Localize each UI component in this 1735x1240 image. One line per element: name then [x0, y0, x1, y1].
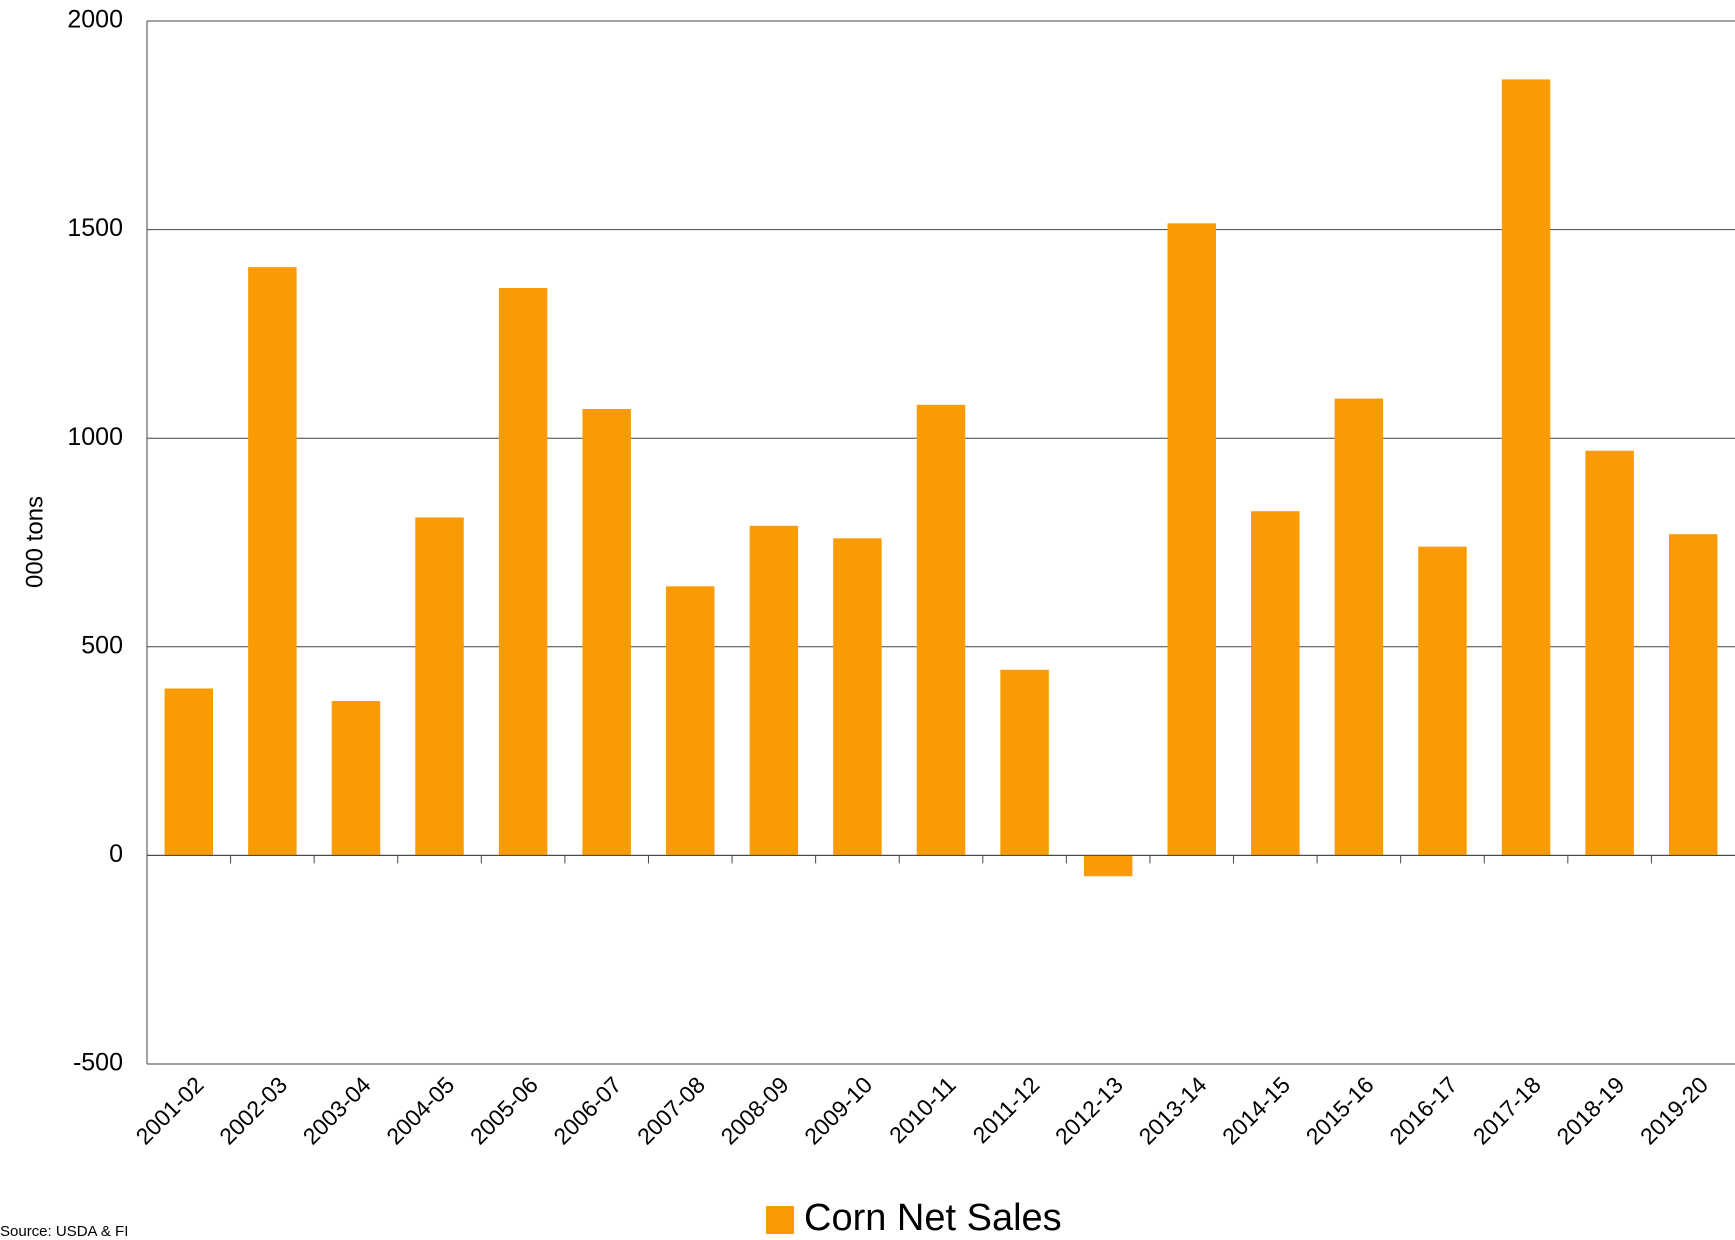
bar: [1334, 398, 1384, 856]
x-tick-label: 2009-10: [799, 1071, 877, 1149]
bar: [916, 404, 966, 856]
bar: [1668, 534, 1718, 856]
x-tick-label: 2014-15: [1217, 1071, 1295, 1149]
bar: [1251, 511, 1300, 856]
bar: [415, 517, 464, 856]
x-tick-label: 2003-04: [298, 1071, 376, 1149]
y-tick-label: -500: [73, 1049, 123, 1077]
bar: [666, 586, 715, 856]
bar: [1167, 223, 1216, 856]
x-tick-label: 2005-06: [465, 1071, 543, 1149]
x-tick-label: 2008-09: [716, 1071, 794, 1149]
x-tick-label: 2001-02: [131, 1071, 209, 1149]
bar: [749, 525, 799, 856]
x-tick-label: 2018-19: [1551, 1071, 1629, 1149]
x-tick-label: 2019-20: [1635, 1071, 1713, 1149]
x-tick-label: 2002-03: [214, 1071, 292, 1149]
x-tick-label: 2013-14: [1133, 1071, 1211, 1149]
x-tick-label: 2016-17: [1384, 1071, 1462, 1149]
bar: [1585, 450, 1634, 856]
legend-swatch: [766, 1206, 794, 1234]
y-tick-label: 0: [109, 840, 123, 868]
y-tick-label: 1500: [67, 214, 123, 242]
bar: [248, 267, 297, 856]
source-note: Source: USDA & FI: [0, 1223, 128, 1240]
bar: [1501, 79, 1551, 856]
bar: [1418, 546, 1467, 856]
bar: [498, 288, 548, 856]
bar: [1000, 669, 1049, 856]
bar: [1083, 855, 1133, 877]
legend-label: Corn Net Sales: [804, 1197, 1062, 1239]
x-tick-label: 2017-18: [1468, 1071, 1546, 1149]
x-tick-label: 2004-05: [381, 1071, 459, 1149]
x-tick-label: 2010-11: [884, 1071, 961, 1148]
x-tick-label: 2015-16: [1301, 1071, 1379, 1149]
bar: [331, 701, 381, 856]
bar: [833, 538, 882, 856]
x-tick-label: 2007-08: [632, 1071, 710, 1149]
y-tick-label: 1000: [67, 423, 123, 451]
x-tick-label: 2011-12: [968, 1071, 1045, 1148]
y-tick-label: 500: [81, 631, 123, 659]
bar: [164, 688, 214, 856]
bar: [582, 408, 631, 856]
x-tick-label: 2006-07: [548, 1071, 626, 1149]
y-axis-label: 000 tons: [21, 496, 48, 588]
y-tick-label: 2000: [67, 6, 123, 34]
x-tick-label: 2012-13: [1050, 1071, 1128, 1149]
